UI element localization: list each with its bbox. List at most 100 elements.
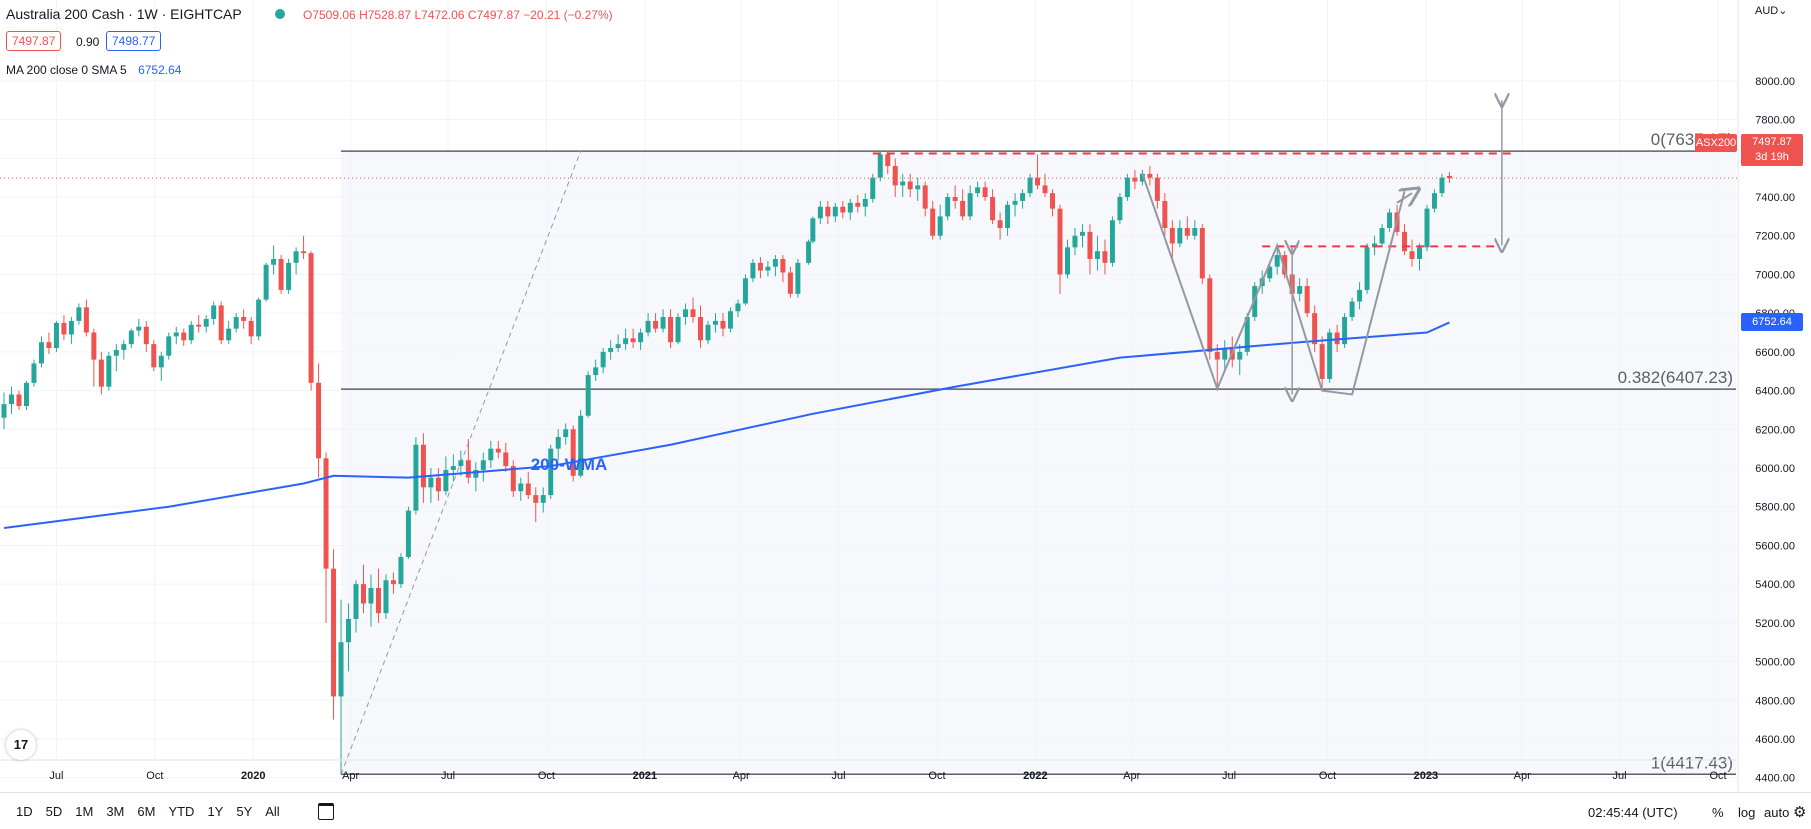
timeframe-5d[interactable]: 5D — [45, 804, 63, 819]
x-tick-label: Jul — [49, 770, 63, 782]
candle-body — [1139, 173, 1145, 182]
auto-toggle[interactable]: auto — [1764, 805, 1790, 820]
candle-body — [653, 320, 659, 329]
candle-body — [278, 258, 284, 290]
candle-body — [1169, 227, 1175, 244]
candle-body — [548, 448, 554, 496]
candle-body — [398, 557, 404, 585]
candle-body — [1109, 220, 1115, 263]
timeframe-1m[interactable]: 1M — [75, 804, 94, 819]
pattern-drawings[interactable] — [872, 100, 1517, 394]
percent-toggle[interactable]: % — [1712, 805, 1724, 820]
candle-body — [555, 437, 561, 449]
candle-body — [1431, 193, 1437, 209]
y-tick-label: 7200.00 — [1755, 231, 1795, 243]
timeframe-5y[interactable]: 5Y — [236, 804, 253, 819]
candle-body — [218, 305, 224, 341]
tradingview-logo[interactable]: 17 — [6, 730, 36, 760]
x-tick-label: Jul — [832, 770, 846, 782]
utc-clock[interactable]: 02:45:44 (UTC) — [1588, 805, 1678, 820]
candle-body — [720, 320, 726, 329]
gear-icon[interactable]: ⚙ — [1793, 804, 1807, 821]
currency-label[interactable]: AUD⌄ — [1755, 4, 1787, 17]
candle-body — [915, 185, 921, 190]
candle-body — [855, 202, 861, 207]
price-axis[interactable]: 4400.00 4600.00 4800.00 5000.00 5200.00 5400.… — [1755, 76, 1795, 785]
candle-body — [1057, 208, 1063, 275]
candle-body — [1379, 227, 1385, 244]
y-tick-label: 7800.00 — [1755, 115, 1795, 127]
candle-body — [757, 262, 763, 271]
candle-body — [593, 367, 599, 376]
candle-body — [390, 580, 396, 585]
price-chart[interactable]: 0(7637.17)0.382(6407.23)1(4417.43) 200-W… — [0, 0, 1811, 792]
log-toggle[interactable]: log — [1738, 805, 1756, 820]
candle-body — [181, 332, 187, 341]
candle-body — [922, 185, 928, 209]
timeframe-1d[interactable]: 1D — [16, 804, 33, 819]
candle-body — [495, 448, 501, 453]
candle-body — [271, 258, 277, 265]
candle-body — [196, 324, 202, 327]
candle-body — [780, 258, 786, 273]
candle-body — [1102, 251, 1108, 263]
candle-body — [1094, 251, 1100, 259]
y-tick-label: 8000.00 — [1755, 76, 1795, 88]
candle-body — [623, 338, 629, 345]
timeframe-ytd[interactable]: YTD — [168, 804, 195, 819]
timeframe-3m[interactable]: 3M — [106, 804, 125, 819]
candle-body — [563, 429, 569, 438]
y-tick-label: 5000.00 — [1755, 657, 1795, 669]
candle-body — [1237, 351, 1243, 360]
candle-body — [1267, 266, 1273, 279]
y-tick-label: 6600.00 — [1755, 347, 1795, 359]
candle-body — [383, 580, 389, 614]
x-tick-label: Apr — [342, 770, 359, 782]
candle-body — [1020, 193, 1026, 201]
currency-code: AUD — [1755, 5, 1779, 17]
candle-body — [458, 460, 464, 467]
candle-body — [982, 187, 988, 198]
candle-body — [675, 317, 681, 343]
candle-body — [600, 351, 606, 368]
x-tick-label: Jul — [1613, 770, 1627, 782]
candle-body — [1349, 301, 1355, 318]
x-tick-label: Oct — [1319, 770, 1336, 782]
candle-body — [405, 510, 411, 558]
bid-price-box[interactable]: 7497.87 — [6, 31, 62, 51]
candle-body — [338, 642, 344, 697]
candle-body — [301, 251, 307, 254]
date-range-icon[interactable] — [318, 803, 334, 820]
timeframe-1y[interactable]: 1Y — [207, 804, 224, 819]
candle-body — [1207, 278, 1213, 352]
candle-body — [488, 448, 494, 461]
indicator-legend[interactable]: MA 200 close 0 SMA 5 6752.64 — [6, 63, 181, 77]
candle-body — [1, 404, 7, 418]
candle-body — [98, 359, 104, 387]
candle-body — [1124, 177, 1130, 198]
spread-value: 0.90 — [76, 35, 100, 49]
candle-body — [698, 317, 704, 341]
symbol-title[interactable]: Australia 200 Cash · 1W · EIGHTCAP — [6, 6, 242, 22]
pattern-arrow-head[interactable] — [1396, 193, 1412, 203]
candle-body — [346, 618, 352, 643]
x-tick-label: Apr — [1123, 770, 1140, 782]
candle-body — [735, 303, 741, 312]
candle-body — [143, 326, 149, 345]
indicator-value: 6752.64 — [138, 63, 182, 77]
y-tick-label: 7400.00 — [1755, 192, 1795, 204]
candle-body — [203, 318, 209, 327]
timeframe-6m[interactable]: 6M — [137, 804, 156, 819]
ask-price-box[interactable]: 7498.77 — [106, 31, 162, 51]
candle-body — [151, 344, 157, 368]
candle-body — [945, 197, 951, 217]
candle-body — [1147, 173, 1153, 178]
candle-body — [76, 307, 82, 321]
candle-body — [885, 154, 891, 167]
candle-body — [248, 320, 254, 337]
time-axis[interactable]: Jul Oct 2020 Apr Jul Oct 2021 Apr Jul Oct 2022 Apr J… — [49, 770, 1726, 782]
timeframe-all[interactable]: All — [265, 804, 280, 819]
candle-body — [1064, 247, 1070, 275]
candle-body — [952, 197, 958, 201]
candle-body — [1334, 332, 1340, 345]
